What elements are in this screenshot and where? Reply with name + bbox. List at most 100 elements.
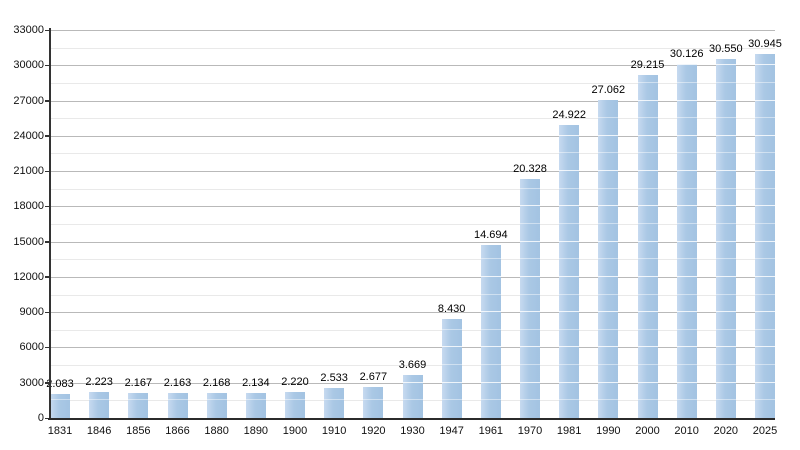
y-axis-tick xyxy=(45,241,50,243)
x-axis-label: 2025 xyxy=(752,425,778,437)
x-axis-label: 1970 xyxy=(517,425,543,437)
bar-value-label: 30.126 xyxy=(669,47,704,60)
y-axis-tick xyxy=(45,382,50,384)
bar-grid-stripe xyxy=(755,187,775,189)
bar-grid-stripe xyxy=(245,399,266,401)
y-grid-major xyxy=(50,100,775,102)
x-axis-label: 1930 xyxy=(400,425,425,437)
bar-grid-stripe xyxy=(637,328,658,330)
bar xyxy=(285,391,305,418)
y-axis-tick xyxy=(45,29,50,31)
x-axis-label: 1961 xyxy=(478,425,504,437)
bar xyxy=(363,386,384,418)
bar-grid-stripe xyxy=(676,293,697,295)
bar-grid-stripe xyxy=(480,346,501,348)
bar xyxy=(128,392,149,418)
bar-grid-stripe xyxy=(480,381,501,383)
bar-grid-stripe xyxy=(755,117,775,119)
bar xyxy=(598,99,619,418)
y-grid-minor xyxy=(50,259,775,261)
bar xyxy=(50,393,70,418)
y-axis-label: 27000 xyxy=(13,94,44,107)
y-grid-minor xyxy=(50,294,775,296)
bar xyxy=(755,54,775,418)
bar-grid-stripe xyxy=(755,293,775,295)
bar-grid-stripe xyxy=(520,275,540,277)
bar-grid-stripe xyxy=(637,346,658,348)
bar-grid-stripe xyxy=(676,222,697,224)
bar-grid-stripe xyxy=(520,328,540,330)
bar-value-label: 2.168 xyxy=(202,376,231,389)
y-axis-label: 24000 xyxy=(13,129,44,142)
bar-grid-stripe xyxy=(637,399,658,401)
x-axis-label: 1890 xyxy=(243,425,269,437)
bar-grid-stripe xyxy=(637,170,658,172)
x-axis-label: 1947 xyxy=(439,425,464,437)
y-axis-label: 18000 xyxy=(13,200,44,213)
bar xyxy=(480,245,501,418)
x-axis-label: 1990 xyxy=(596,425,621,437)
bar-grid-stripe xyxy=(559,381,580,383)
bar-grid-stripe xyxy=(520,293,540,295)
bar-grid-stripe xyxy=(598,311,619,313)
y-axis-tick xyxy=(45,100,50,102)
bar-grid-stripe xyxy=(637,134,658,136)
bar-grid-stripe xyxy=(637,205,658,207)
bar-value-label: 2.533 xyxy=(320,372,348,385)
bar xyxy=(324,388,345,418)
bar-grid-stripe xyxy=(559,152,580,154)
bar-grid-stripe xyxy=(676,170,697,172)
bar xyxy=(89,391,110,418)
y-axis-label: 6000 xyxy=(19,341,44,354)
bar-value-label: 2.677 xyxy=(359,370,388,383)
bar-grid-stripe xyxy=(637,99,658,101)
bar-grid-stripe xyxy=(715,311,736,313)
y-grid-major xyxy=(50,171,775,173)
x-axis-label: 2000 xyxy=(635,425,660,437)
bar-grid-stripe xyxy=(637,293,658,295)
bar xyxy=(206,392,227,418)
bar-grid-stripe xyxy=(598,275,619,277)
bar-grid-stripe xyxy=(715,205,736,207)
bar-grid-stripe xyxy=(755,205,775,207)
bar-grid-stripe xyxy=(676,205,697,207)
bar-grid-stripe xyxy=(637,311,658,313)
bar-grid-stripe xyxy=(598,328,619,330)
bar-grid-stripe xyxy=(598,293,619,295)
bar-grid-stripe xyxy=(755,346,775,348)
bar-grid-stripe xyxy=(637,152,658,154)
bar-grid-stripe xyxy=(715,346,736,348)
bar xyxy=(715,58,736,418)
bar xyxy=(676,63,697,418)
bar-grid-stripe xyxy=(598,399,619,401)
bar-grid-stripe xyxy=(520,311,540,313)
bar-grid-stripe xyxy=(167,399,188,401)
bar xyxy=(441,318,462,418)
bar-grid-stripe xyxy=(676,381,697,383)
bar-grid-stripe xyxy=(715,117,736,119)
x-axis-label: 1831 xyxy=(47,425,73,437)
x-axis-line xyxy=(48,418,775,420)
bar-grid-stripe xyxy=(676,64,697,66)
bar-grid-stripe xyxy=(520,258,540,260)
bar-value-label: 2.167 xyxy=(124,376,153,389)
bar-grid-stripe xyxy=(598,205,619,207)
bar-grid-stripe xyxy=(755,240,775,242)
bar-grid-stripe xyxy=(441,399,462,401)
bar-grid-stripe xyxy=(441,381,462,383)
bar-grid-stripe xyxy=(715,170,736,172)
x-axis-label: 2010 xyxy=(674,425,699,437)
bar-grid-stripe xyxy=(598,152,619,154)
bar-value-label: 2.163 xyxy=(163,376,192,389)
y-axis-label: 33000 xyxy=(13,24,44,36)
bar-grid-stripe xyxy=(676,399,697,401)
bar-grid-stripe xyxy=(755,64,775,66)
bar-grid-stripe xyxy=(520,364,540,366)
bar-grid-stripe xyxy=(363,399,384,401)
bar-grid-stripe xyxy=(598,258,619,260)
y-axis-label: 9000 xyxy=(19,306,44,319)
bar-value-label: 2.083 xyxy=(46,377,74,390)
bar-value-label: 30.945 xyxy=(748,38,782,51)
y-axis-label: 21000 xyxy=(13,165,44,178)
